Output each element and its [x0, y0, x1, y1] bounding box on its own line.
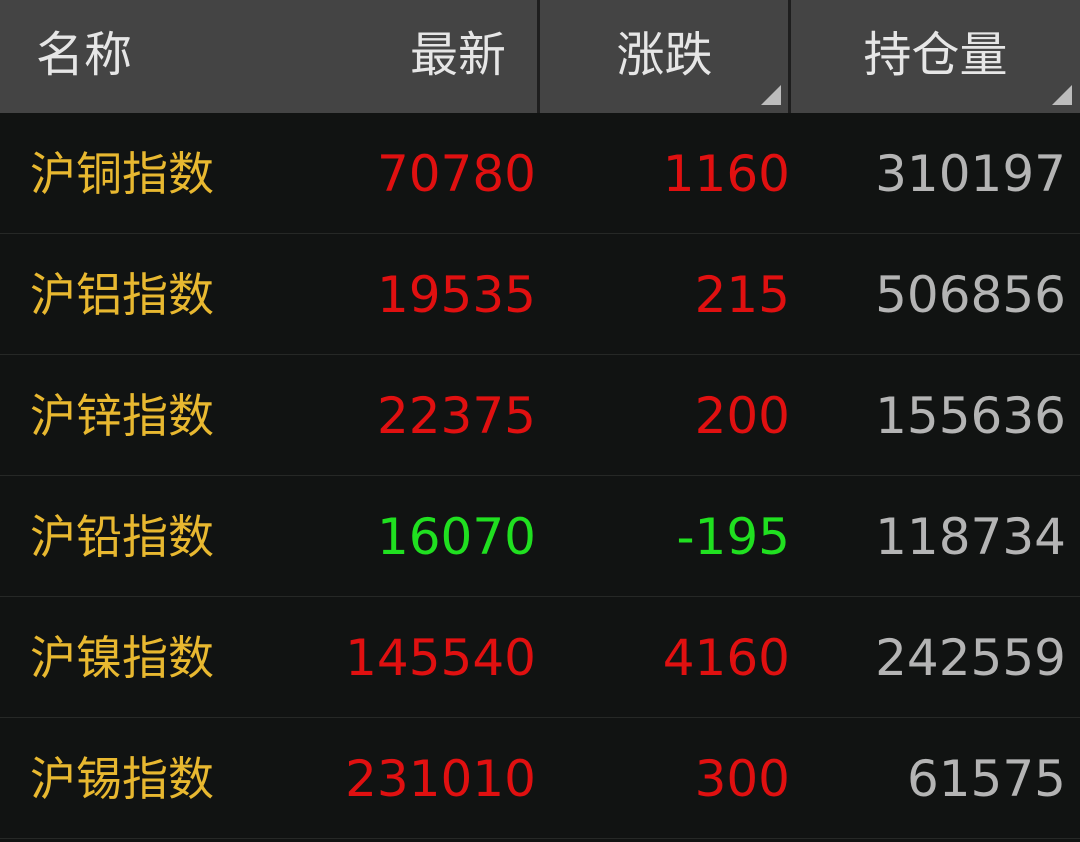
open-interest: 242559 — [875, 629, 1066, 687]
price-change: 300 — [694, 750, 790, 808]
instrument-name: 沪镍指数 — [30, 631, 214, 685]
last-price: 19535 — [376, 266, 536, 324]
instrument-name: 沪锡指数 — [30, 752, 214, 806]
price-change: 1160 — [662, 145, 790, 203]
last-price: 16070 — [376, 508, 536, 566]
header-open-interest-label: 持仓量 — [863, 27, 1008, 83]
header-last[interactable]: 最新 — [409, 27, 506, 83]
price-change: 4160 — [662, 629, 790, 687]
header-open-interest[interactable]: 持仓量 — [791, 0, 1080, 113]
instrument-name: 沪锌指数 — [30, 389, 214, 443]
table-row[interactable]: 沪铅指数 16070 -195 118734 — [0, 476, 1080, 597]
last-price: 145540 — [345, 629, 536, 687]
table-row[interactable]: 沪铜指数 70780 1160 310197 — [0, 113, 1080, 234]
sort-triangle-icon — [1052, 85, 1072, 105]
open-interest: 118734 — [875, 508, 1066, 566]
open-interest: 310197 — [875, 145, 1066, 203]
table-header: 名称 最新 涨跌 持仓量 — [0, 0, 1080, 113]
open-interest: 506856 — [875, 266, 1066, 324]
price-change: 200 — [694, 387, 790, 445]
price-change: 215 — [694, 266, 790, 324]
header-change[interactable]: 涨跌 — [540, 0, 789, 113]
column-divider — [537, 0, 540, 113]
column-divider — [788, 0, 791, 113]
instrument-name: 沪铝指数 — [30, 268, 214, 322]
price-change: -195 — [676, 508, 790, 566]
header-change-label: 涨跌 — [616, 27, 713, 83]
last-price: 231010 — [345, 750, 536, 808]
open-interest: 155636 — [875, 387, 1066, 445]
table-row[interactable]: 沪镍指数 145540 4160 242559 — [0, 597, 1080, 718]
open-interest: 61575 — [906, 750, 1066, 808]
table-row[interactable]: 沪铝指数 19535 215 506856 — [0, 234, 1080, 355]
header-name[interactable]: 名称 — [36, 27, 133, 83]
last-price: 70780 — [376, 145, 536, 203]
instrument-name: 沪铜指数 — [30, 147, 214, 201]
table-row[interactable]: 沪锡指数 231010 300 61575 — [0, 718, 1080, 839]
table-row[interactable]: 沪锌指数 22375 200 155636 — [0, 355, 1080, 476]
sort-triangle-icon — [761, 85, 781, 105]
last-price: 22375 — [376, 387, 536, 445]
instrument-name: 沪铅指数 — [30, 510, 214, 564]
